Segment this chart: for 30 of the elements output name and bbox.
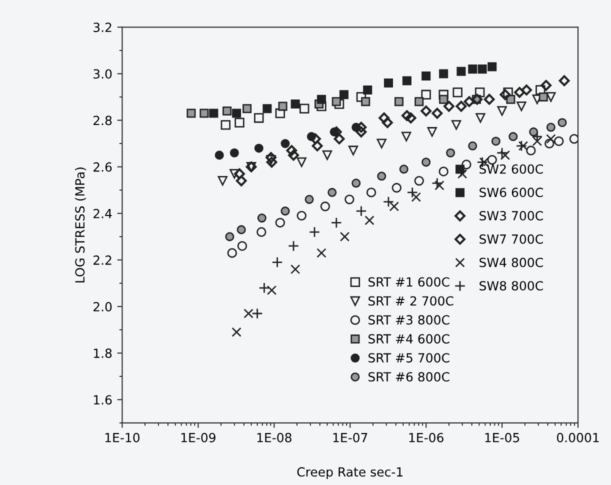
y-axis-title: LOG STRESS (MPa) — [74, 168, 86, 282]
y-tick-label: 3.0 — [94, 69, 112, 79]
x-tick-label: 0.0001 — [556, 432, 599, 442]
y-tick-label: 2.8 — [94, 116, 112, 126]
legend-label: SW2 600C — [480, 164, 543, 174]
x-tick-label: 1E-10 — [105, 432, 140, 442]
x-tick-label: 1E-06 — [409, 432, 444, 442]
legend-label: SRT #3 800C — [368, 315, 450, 325]
y-tick-label: 2.6 — [94, 162, 112, 172]
legend-label: SRT #6 800C — [368, 372, 450, 382]
legend-label: SRT # 2 700C — [368, 296, 454, 306]
y-tick-label: 2.2 — [94, 255, 112, 265]
legend-label: SW8 800C — [480, 281, 543, 291]
legend-label: SRT #4 600C — [368, 334, 450, 344]
legend-label: SW4 800C — [480, 258, 543, 268]
y-tick-label: 2.0 — [94, 302, 112, 312]
y-tick-label: 1.8 — [94, 348, 112, 358]
x-tick-label: 1E-09 — [181, 432, 216, 442]
legend-label: SRT #1 600C — [368, 277, 450, 287]
legend-label: SRT #5 700C — [368, 353, 450, 363]
x-tick-label: 1E-07 — [333, 432, 368, 442]
legend-label: SW7 700C — [480, 234, 543, 244]
x-axis-title: Creep Rate sec-1 — [297, 467, 402, 480]
y-tick-label: 3.2 — [94, 22, 112, 32]
legend-label: SW6 600C — [480, 188, 543, 198]
x-tick-label: 1E-08 — [257, 432, 292, 442]
x-tick-label: 1E-05 — [485, 432, 520, 442]
legend-label: SW3 700C — [480, 211, 543, 220]
y-tick-label: 1.6 — [94, 395, 112, 405]
y-tick-label: 2.4 — [94, 208, 112, 218]
